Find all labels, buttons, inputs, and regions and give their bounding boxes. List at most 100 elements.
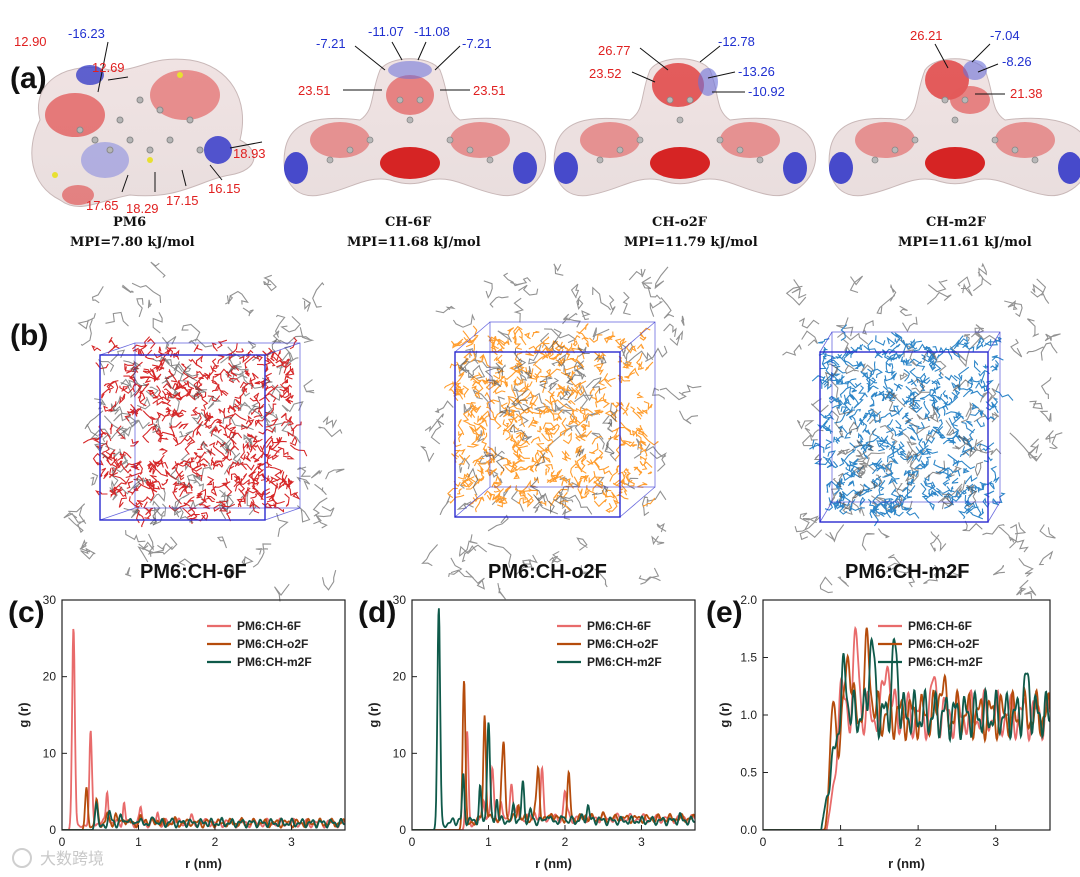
watermark: 大数跨境 [40,849,104,868]
box-edge [619,486,656,518]
y-tick-label: 2.0 [740,593,757,607]
legend-entry: PM6:CH-m2F [587,655,662,669]
esp-arrows-ch6f [343,41,470,91]
esp-value-label: -11.07 [368,24,404,39]
y-tick-label: 1.0 [740,708,757,722]
y-tick-label: 10 [393,746,407,760]
esp-value-label: -16.23 [68,26,105,41]
y-tick-label: 10 [43,746,57,760]
polymer-chains [782,262,1063,599]
molecule-name: CH-o2F [652,215,708,230]
y-tick-label: 30 [393,593,407,607]
esp-surface-ch6f [283,58,547,197]
mpi-value: MPI=11.68 kJ/mol [347,235,481,250]
box-edge [987,331,1001,353]
series-line-1 [763,625,1050,830]
plot-frame [61,599,346,831]
y-axis-label: g (r) [717,702,732,727]
polymer-chains [84,339,278,526]
esp-value-label: 17.15 [166,193,199,208]
acceptor-network [82,336,308,528]
y-tick-label: 1.5 [740,651,757,665]
x-axis-label: r (nm) [535,856,572,871]
box-front-face [99,354,266,521]
mpi-value: MPI=11.79 kJ/mol [624,235,758,250]
box-edge [99,507,136,521]
esp-value-label: 23.51 [298,83,331,98]
esp-value-label: -7.04 [990,28,1020,43]
box-front-face [454,351,621,518]
esp-value-label: -7.21 [316,36,346,51]
series-line-2 [62,787,345,830]
esp-arrows-cho2f [631,45,745,93]
acceptor-network [809,324,1014,527]
legend-entry: PM6:CH-o2F [587,637,658,651]
esp-value-label: 23.51 [473,83,506,98]
polymer-chains [813,350,984,532]
panel-label-b: (b) [10,319,48,352]
polymer-chains [457,339,618,515]
md-box-label: PM6:CH-6F [140,561,247,583]
polymer-chains [420,263,702,600]
box-edge [99,342,136,356]
mpi-value: MPI=7.80 kJ/mol [70,235,195,250]
legend-entry: PM6:CH-6F [587,619,651,633]
md-simulation-boxes [63,261,1063,602]
box-edge [264,507,301,521]
esp-value-label: 26.77 [598,43,631,58]
md-box-b3 [782,262,1063,599]
y-tick-label: 0.5 [740,766,757,780]
md-box-label: PM6:CH-m2F [845,561,969,583]
md-box-label: PM6:CH-o2F [488,561,607,583]
y-tick-label: 0 [399,823,406,837]
x-tick-label: 2 [915,835,922,849]
series-line-2 [763,627,1050,830]
esp-value-label: 26.21 [910,28,943,43]
legend-entry: PM6:CH-m2F [237,655,312,669]
esp-arrows-chm2f [934,43,1005,95]
series-line-3 [763,636,1050,830]
esp-value-label: 21.38 [1010,86,1043,101]
x-tick-label: 3 [288,835,295,849]
series-line-3 [62,800,345,830]
plot-frame [411,599,696,831]
series-line-1 [412,731,695,830]
legend-entry: PM6:CH-6F [908,619,972,633]
box-back-face [489,321,656,488]
esp-surface-cho2f [553,58,817,197]
legend-entry: PM6:CH-6F [237,619,301,633]
y-axis-label: g (r) [366,702,381,727]
molecule-name: CH-6F [385,215,432,230]
esp-arrows-pm6 [97,41,263,193]
series-line-3 [412,608,695,830]
y-tick-label: 20 [393,670,407,684]
molecule-name: PM6 [113,215,146,230]
x-axis-label: r (nm) [888,856,925,871]
esp-value-label: -11.08 [414,24,450,39]
series-line-2 [412,680,695,830]
esp-value-label: -7.21 [462,36,492,51]
x-tick-label: 0 [760,835,767,849]
box-edge [264,342,301,356]
esp-value-label: 17.65 [86,198,119,213]
x-tick-label: 1 [837,835,844,849]
esp-value-label: -8.26 [1002,54,1032,69]
x-tick-label: 3 [638,835,645,849]
x-tick-label: 2 [562,835,569,849]
box-edge [454,321,491,353]
rdf-chart-e: 0 1 2 3 0.0 0.5 1.0 1.5 2.0 r (nm) g (r) PM6:CH-6F P… [717,593,1051,871]
esp-value-label: 18.93 [233,146,266,161]
md-box-b2 [420,263,702,600]
watermark-logo-icon [12,848,32,868]
x-tick-label: 3 [992,835,999,849]
x-tick-label: 0 [59,835,66,849]
y-tick-label: 0 [49,823,56,837]
box-edge [819,331,833,353]
box-edge [819,501,833,523]
md-box-b1 [63,261,345,602]
esp-value-label: -10.92 [748,84,785,99]
